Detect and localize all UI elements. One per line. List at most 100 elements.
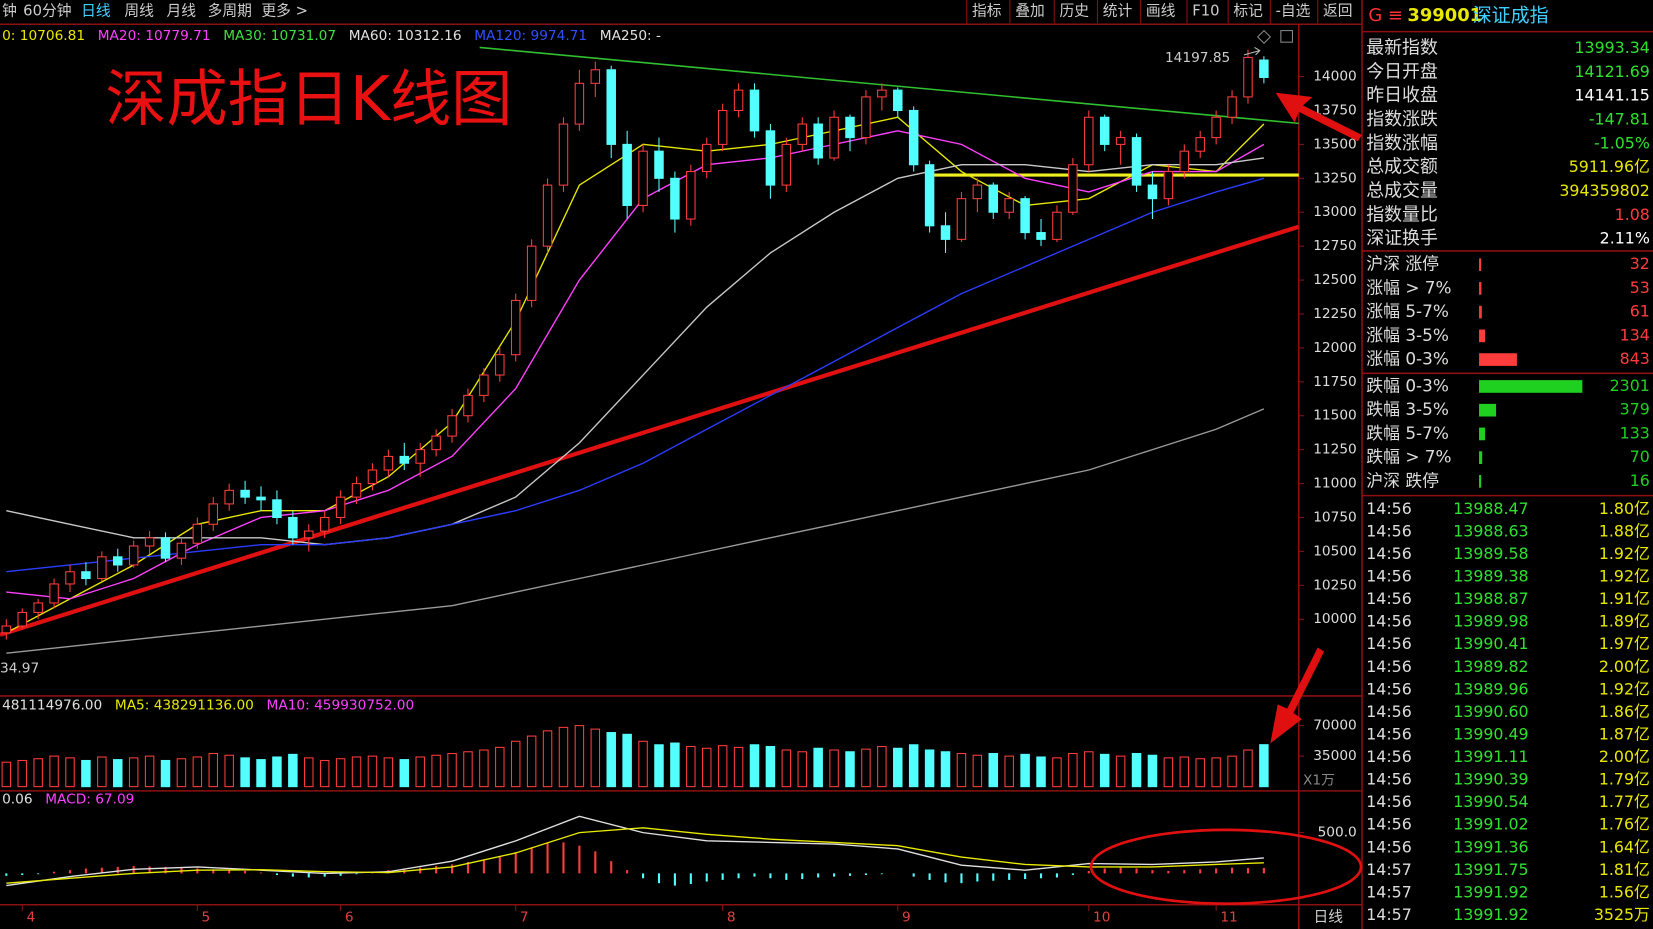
volume-bar [1227,755,1237,788]
breadth-bar [1479,353,1517,366]
ma-line [6,157,1264,546]
breadth-bar [1479,475,1482,488]
breadth-label: 涨幅 3-5% [1366,325,1449,345]
quote-value: -1.05% [1594,133,1650,152]
y-tick-label: 11000 [1313,476,1357,492]
toolbar-button[interactable]: 返回 [1323,3,1352,20]
quote-label: 总成交量 [1366,180,1438,201]
tick-time: 14:56 [1366,567,1412,586]
y-tick-label: 12000 [1313,340,1357,356]
toolbar-button[interactable]: 画线 [1146,3,1176,20]
candle-body [1163,170,1174,200]
tick-price: 13988.63 [1453,521,1528,540]
candle-body [956,198,967,240]
breadth-value: 32 [1630,254,1650,273]
candle-body [1004,198,1014,213]
volume-bar [144,755,155,788]
legend-entry: MA10: 459930752.00 [267,697,415,713]
toolbar-button[interactable]: 统计 [1103,3,1133,20]
tick-amount: 3525万 [1594,905,1650,924]
tick-time: 14:57 [1366,905,1412,924]
breadth-value: 134 [1620,325,1650,344]
volume-bar [638,740,648,788]
volume-bar [288,753,298,788]
tick-amount: 1.92亿 [1599,679,1650,698]
volume-bar [256,759,266,788]
toolbar-tab[interactable]: 60分钟 [23,3,71,20]
candle-body [590,69,601,84]
volume-bar [1,761,12,788]
candle-body [574,82,585,125]
toolbar-button[interactable]: 历史 [1059,3,1089,20]
period-label: 日线 [1314,908,1344,925]
toolbar-tab[interactable]: 日线 [81,3,111,20]
toolbar-button[interactable]: 指标 [972,3,1002,20]
candle-body [733,89,744,112]
legend-entry: MA30: 10731.07 [223,28,336,44]
toolbar-tab[interactable]: 周线 [124,3,154,20]
candle-body [160,537,171,559]
tick-time: 14:56 [1366,792,1412,811]
volume-bar [415,756,425,788]
candle-body [176,542,187,559]
x-tick-label: 9 [902,909,911,925]
candle-body [208,503,219,525]
volume-bar [176,758,187,788]
tick-amount: 1.86亿 [1599,702,1650,721]
candle-body [1227,96,1237,118]
candle-body [1243,56,1253,98]
y-tick-label: 12250 [1313,306,1357,322]
toolbar-button[interactable]: 叠加 [1015,3,1044,20]
legend-entry: MA5: 438291136.00 [115,697,254,713]
tick-price: 13991.92 [1453,905,1528,924]
volume-bar [97,756,107,788]
candle-body [479,374,489,396]
breadth-label: 跌幅 3-5% [1366,399,1449,419]
legend-entry: 0: 10706.81 [2,28,85,44]
volume-bar [81,759,91,788]
chart-title: 深成指日K线图 [105,64,512,135]
volume-bar [319,759,330,788]
toolbar-tab[interactable]: 更多 > [261,3,308,20]
candle-body [383,455,394,471]
icon [1280,30,1293,43]
legend-entry: MA20: 10779.71 [98,28,211,44]
toolbar-tab[interactable]: 月线 [167,3,197,20]
volume-bar [1068,752,1078,788]
candle-body [33,602,43,613]
trend-line [0,224,1300,637]
volume-bar [128,757,139,788]
tick-price: 13991.75 [1453,860,1528,879]
volume-bar [192,756,203,788]
y-tick-label: 35000 [1313,748,1357,764]
y-tick-label: 13750 [1313,102,1357,118]
candle-body [351,483,362,498]
toolbar-tab[interactable]: 多周期 [208,3,252,20]
candle-body [256,496,266,501]
volume-bar [1211,757,1221,788]
volume-bar [240,757,250,788]
tick-time: 14:56 [1366,702,1412,721]
quote-value: 14121.69 [1574,62,1649,81]
volume-bar [1195,758,1205,788]
toolbar-button[interactable]: F10 [1192,3,1219,20]
volume-bar [1179,756,1190,788]
tick-amount: 2.00亿 [1599,747,1650,766]
toolbar-button[interactable]: 标记 [1233,3,1263,20]
icon [1256,29,1272,44]
candle-body [1115,137,1126,145]
volume-bar [829,749,839,788]
breadth-label: 涨幅 0-3% [1366,349,1449,369]
volume-bar [49,755,59,788]
candle-body [1099,116,1110,145]
volume-bar [813,747,823,788]
candle-body [1131,137,1142,186]
toolbar-tab[interactable]: 钟 [2,3,17,20]
quote-label: 总成交额 [1366,157,1438,178]
breadth-bar [1479,329,1486,343]
toolbar-button[interactable]: -自选 [1276,3,1311,20]
candle-body [781,143,792,186]
y-tick-label: 11750 [1313,374,1357,390]
candle-body [797,123,807,145]
candle-body [272,499,282,519]
